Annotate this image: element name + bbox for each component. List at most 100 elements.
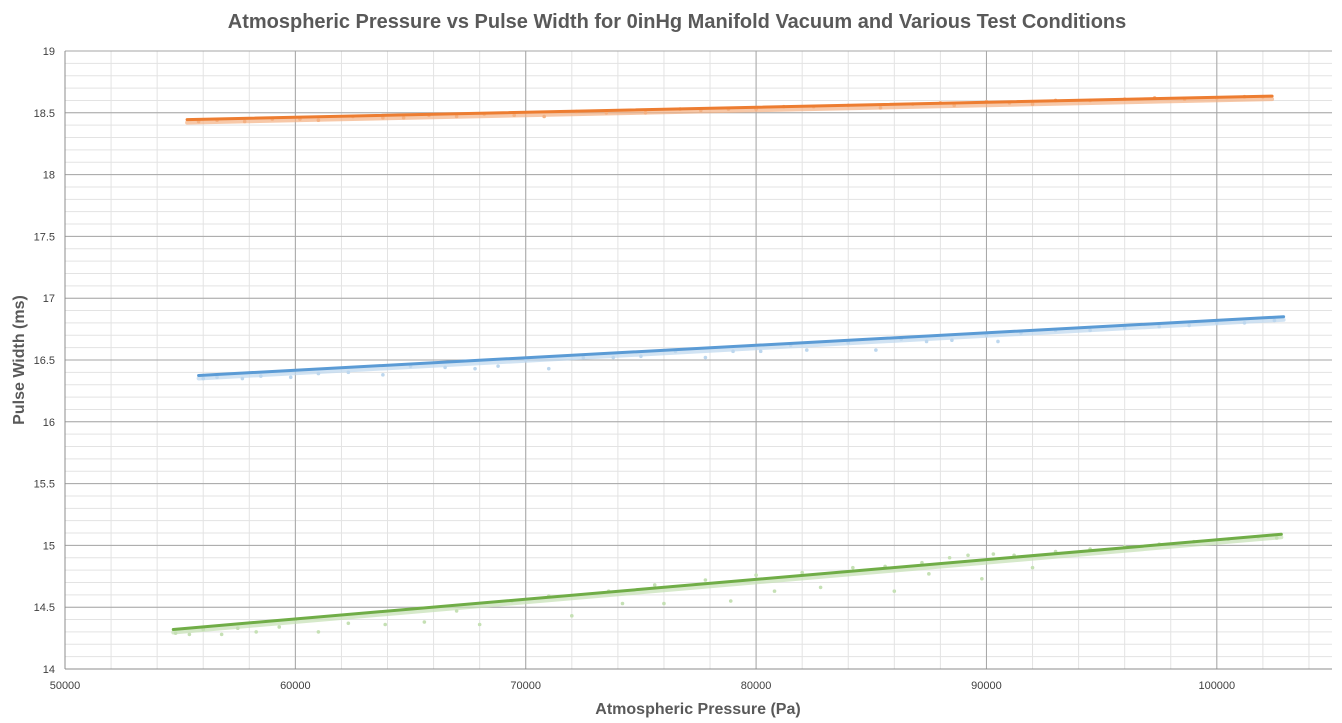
data-point [316, 630, 321, 634]
y-tick-label: 19 [43, 46, 55, 58]
y-tick-label: 18 [43, 170, 55, 182]
y-tick-label: 16 [43, 417, 55, 429]
data-point [1122, 326, 1127, 330]
data-point [1242, 321, 1247, 325]
data-point [240, 376, 245, 381]
data-point [512, 113, 517, 118]
data-point [570, 614, 574, 618]
x-tick-label: 100000 [1198, 680, 1235, 692]
x-tick-label: 60000 [280, 680, 311, 692]
data-point [546, 366, 551, 371]
data-point [443, 365, 447, 370]
data-point [947, 555, 952, 560]
series-3 [171, 532, 1284, 637]
trendline [171, 532, 1283, 631]
data-point [731, 349, 735, 354]
data-point [758, 349, 763, 354]
y-axis-title: Pulse Width (ms) [11, 295, 28, 425]
x-tick-label: 90000 [971, 680, 1002, 692]
x-tick-label: 70000 [510, 680, 541, 692]
data-point [1030, 565, 1035, 570]
data-point [1088, 328, 1092, 333]
data-point [927, 572, 931, 576]
y-tick-label: 18.5 [34, 108, 55, 120]
y-tick-label: 15.5 [34, 479, 55, 491]
x-tick-label: 50000 [50, 680, 81, 692]
trendline [197, 315, 1286, 377]
data-point [892, 589, 897, 593]
data-point [924, 339, 929, 344]
data-point [1157, 324, 1162, 329]
data-point [277, 625, 282, 629]
data-point [996, 339, 1000, 344]
data-point [966, 553, 970, 558]
y-tick-label: 17 [43, 293, 55, 305]
data-point [620, 601, 625, 606]
data-point [1187, 323, 1191, 328]
data-point [542, 114, 546, 119]
data-point [259, 374, 263, 378]
data-point [1030, 102, 1035, 106]
data-point [703, 578, 708, 582]
data-point [652, 583, 657, 587]
y-tick-label: 15 [43, 540, 55, 552]
series-point-band [171, 535, 1284, 635]
data-point [991, 552, 996, 556]
data-point [1215, 321, 1219, 325]
series-2 [196, 315, 1286, 381]
data-point [728, 599, 733, 603]
data-point [235, 626, 240, 631]
data-point [215, 375, 219, 380]
y-tick-label: 14.5 [34, 602, 55, 614]
data-point [477, 622, 482, 627]
series-point-band [196, 317, 1286, 381]
data-point [187, 632, 192, 637]
data-point [288, 375, 293, 380]
data-point [818, 585, 823, 590]
data-point [346, 370, 351, 375]
data-point [381, 373, 385, 377]
data-point [611, 355, 616, 360]
data-point [772, 589, 777, 593]
data-point [581, 355, 586, 360]
data-point [454, 114, 459, 119]
data-point [1274, 536, 1279, 540]
data-point [754, 573, 758, 577]
y-tick-label: 16.5 [34, 355, 55, 367]
data-point [346, 621, 351, 626]
data-point [401, 115, 406, 120]
data-point [804, 348, 809, 352]
x-tick-labels: 50000 60000 70000 80000 90000 100000 [50, 680, 1235, 692]
data-point [173, 631, 178, 635]
data-point [454, 609, 459, 613]
x-tick-label: 80000 [741, 680, 772, 692]
y-tick-label: 17.5 [34, 231, 55, 243]
data-point [950, 338, 954, 343]
chart-title: Atmospheric Pressure vs Pulse Width for … [228, 11, 1127, 33]
plot-series [171, 94, 1286, 637]
data-point [422, 620, 427, 624]
data-point [643, 111, 648, 115]
data-point [473, 366, 477, 371]
axes [64, 51, 1332, 670]
data-point [242, 119, 247, 124]
data-point [1272, 318, 1277, 323]
data-point [201, 376, 206, 381]
data-point [980, 576, 984, 581]
data-point [316, 371, 321, 376]
y-tick-labels: 14 14.5 15 15.5 16 16.5 17 17.5 18 18.5 19 [34, 46, 55, 676]
data-point [984, 333, 989, 338]
series-point-band [185, 97, 1275, 125]
data-point [639, 354, 643, 359]
data-point [496, 364, 500, 368]
series-1 [185, 94, 1275, 125]
data-point [874, 348, 878, 352]
data-point [316, 118, 321, 123]
data-point [383, 622, 388, 627]
data-point [219, 632, 224, 637]
data-point [201, 627, 206, 632]
data-point [851, 565, 855, 570]
data-point [703, 355, 708, 360]
